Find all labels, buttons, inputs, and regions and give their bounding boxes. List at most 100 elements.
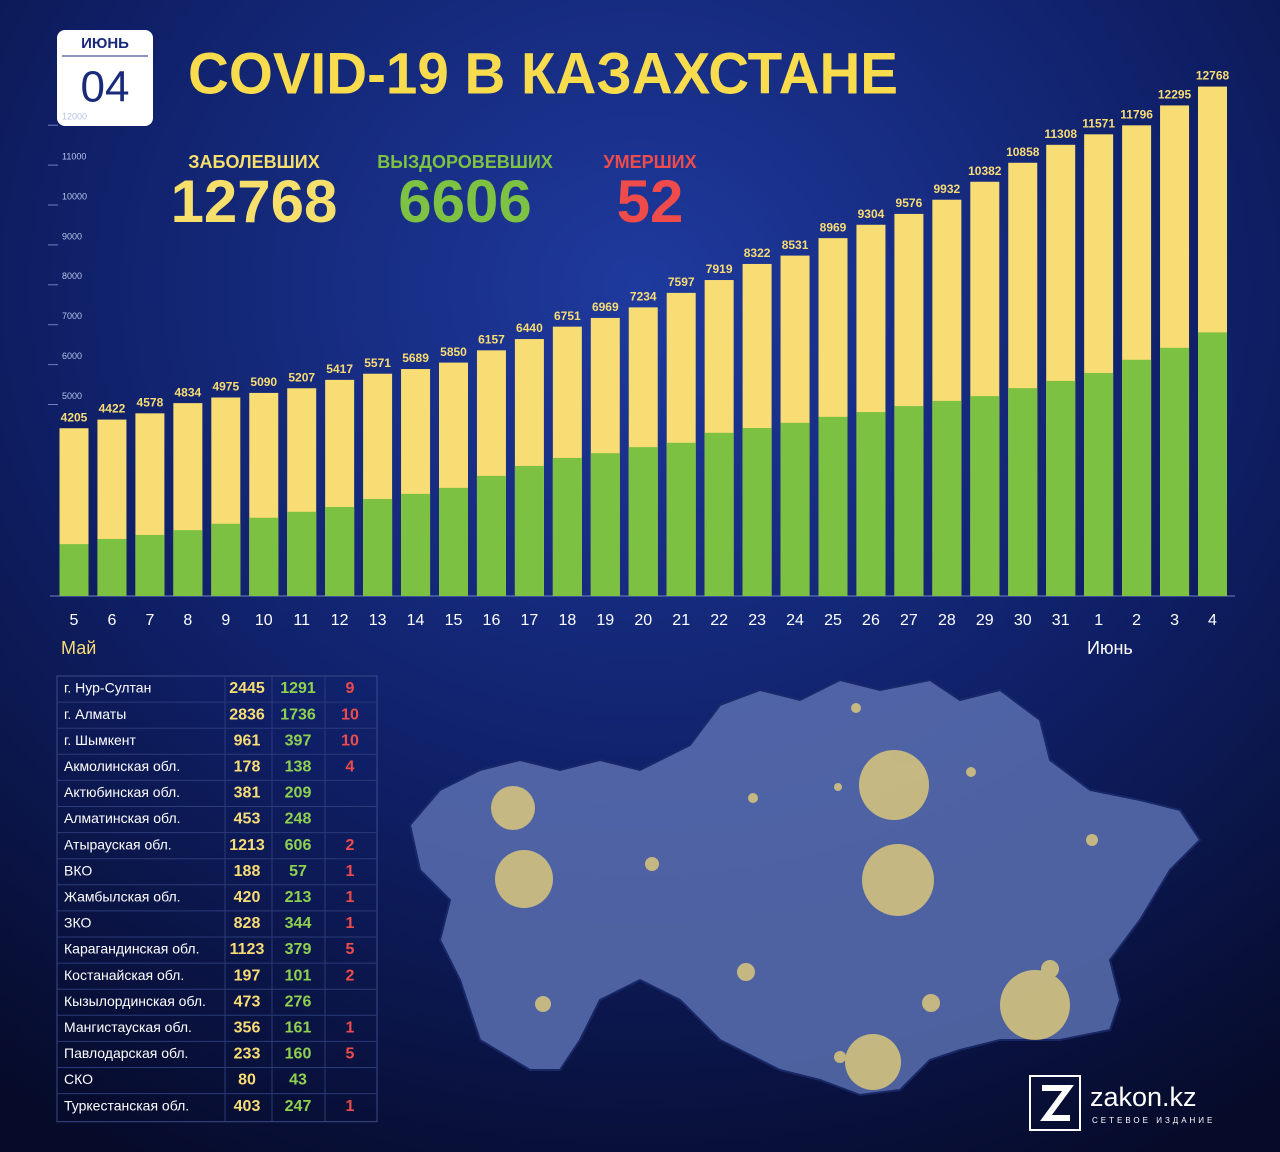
value-label: 5571 (364, 356, 391, 370)
table-number: 1 (346, 1020, 355, 1037)
value-label: 6440 (516, 321, 543, 335)
value-label: 5090 (250, 375, 277, 389)
bar (1198, 332, 1227, 596)
value-label: 10382 (968, 164, 1002, 178)
x-tick-label: 2 (1132, 612, 1141, 629)
region-name: Туркестанская обл. (64, 1097, 189, 1113)
table-number: 209 (285, 785, 312, 802)
bar (1046, 380, 1076, 596)
table-number: 161 (285, 1020, 312, 1037)
value-label: 6969 (592, 300, 619, 314)
map-bubbles (491, 703, 1098, 1090)
x-tick-label: 31 (1052, 612, 1070, 629)
x-tick-label: 20 (634, 612, 652, 629)
calendar-day: 04 (81, 63, 130, 112)
table-number: 1123 (230, 941, 265, 958)
table-number: 403 (234, 1098, 261, 1115)
value-label: 6751 (554, 309, 581, 323)
table-number: 453 (234, 811, 261, 828)
value-label: 4834 (174, 385, 201, 399)
table-number: 2 (346, 967, 355, 984)
bar (552, 457, 582, 596)
calendar (57, 30, 153, 126)
table-number: 10 (341, 706, 359, 723)
value-label: 5850 (440, 345, 467, 359)
value-label: 8969 (820, 220, 847, 234)
x-tick-label: 17 (521, 612, 539, 629)
table-number: 188 (234, 863, 261, 880)
x-tick-label: 28 (938, 612, 956, 629)
x-tick-label: 21 (672, 612, 690, 629)
y-tick-label: 9000 (62, 231, 82, 241)
x-tick-label: 3 (1170, 612, 1179, 629)
bar (894, 406, 924, 596)
region-name: Кызылординская обл. (64, 993, 206, 1009)
table-number: 397 (285, 732, 312, 749)
x-tick-label: 18 (558, 612, 576, 629)
value-label: 7919 (706, 262, 733, 276)
table-number: 1 (346, 915, 355, 932)
table-number: 961 (234, 732, 261, 749)
value-label: 8531 (782, 238, 809, 252)
region-name: ЗКО (64, 915, 91, 931)
x-tick-label: 16 (483, 612, 501, 629)
region-name: Павлодарская обл. (64, 1045, 188, 1061)
region-name: СКО (64, 1071, 93, 1087)
bar (704, 432, 734, 596)
table-number: 4 (346, 759, 355, 776)
value-label: 6157 (478, 333, 505, 347)
y-tick-label: 8000 (62, 271, 82, 281)
region-name: Атырауская обл. (64, 836, 172, 852)
bar (628, 447, 658, 596)
bar (476, 475, 506, 596)
y-tick-label: 11000 (62, 151, 86, 161)
x-tick-label: 7 (145, 612, 154, 629)
value-label: 9304 (858, 207, 885, 221)
table-number: 356 (234, 1020, 261, 1037)
x-tick-label: 8 (183, 612, 192, 629)
table-number: 1 (346, 1098, 355, 1115)
table-number: 10 (341, 732, 359, 749)
value-label: 12768 (1196, 69, 1230, 83)
bar (932, 400, 962, 596)
table-number: 2836 (229, 706, 265, 723)
table-number: 5 (346, 1046, 355, 1063)
x-tick-label: 1 (1094, 612, 1103, 629)
x-tick-label: 24 (786, 612, 804, 629)
calendar-month: ИЮНЬ (81, 35, 129, 52)
region-name: ВКО (64, 862, 92, 878)
y-tick-label: 5000 (62, 391, 82, 401)
table-number: 606 (285, 837, 312, 854)
value-label: 4975 (212, 380, 239, 394)
bar (363, 499, 393, 596)
table-number: 9 (346, 680, 355, 697)
x-tick-label: 30 (1014, 612, 1032, 629)
bar (1122, 359, 1152, 596)
x-tick-label: 26 (862, 612, 880, 629)
value-label: 4422 (99, 402, 126, 416)
y-tick-label: 7000 (62, 311, 82, 321)
table-number: 828 (234, 915, 261, 932)
bar (1160, 347, 1190, 596)
x-tick-label: 11 (293, 612, 310, 629)
logo-box (1029, 1075, 1081, 1131)
value-label: 8322 (744, 246, 771, 260)
region-name: г. Шымкент (64, 732, 136, 748)
table-number: 276 (285, 993, 312, 1010)
stat-label: ЗАБОЛЕВШИХ (188, 152, 319, 172)
x-tick-label: 22 (710, 612, 728, 629)
region-name: Костанайская обл. (64, 967, 184, 983)
x-tick-label: 12 (331, 612, 349, 629)
value-label: 12295 (1158, 88, 1192, 102)
month-label: Июнь (1087, 638, 1133, 658)
bar (780, 422, 810, 596)
table-number: 2445 (229, 680, 265, 697)
bar (401, 493, 431, 596)
bar (211, 523, 241, 596)
table-number: 43 (289, 1072, 307, 1089)
bar (856, 412, 886, 596)
bar (666, 442, 696, 596)
table-number: 2 (346, 837, 355, 854)
value-label: 9576 (896, 196, 923, 210)
